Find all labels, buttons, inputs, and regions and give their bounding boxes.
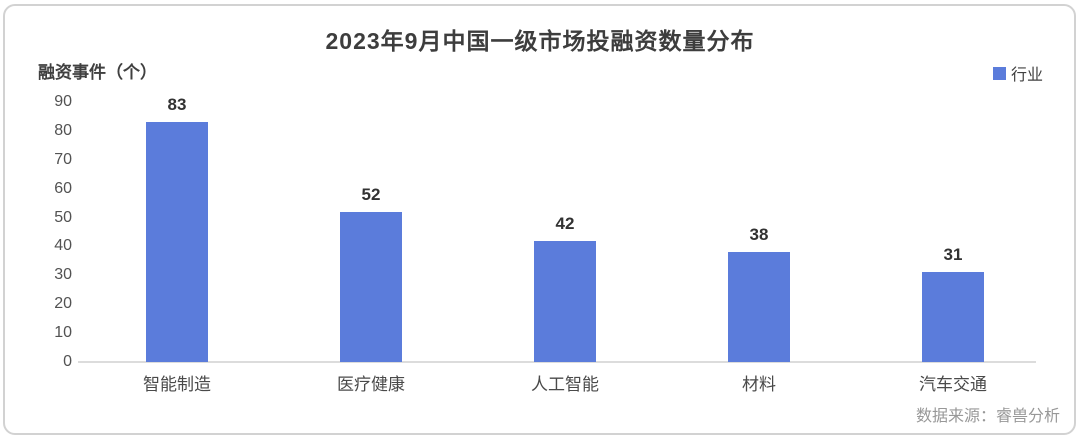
x-axis-line xyxy=(78,361,1036,363)
data-source: 数据来源：睿兽分析 xyxy=(915,408,1060,425)
y-axis-tick-label: 30 xyxy=(54,266,72,284)
y-axis-tick-label: 90 xyxy=(54,93,72,110)
bar-value-label: 42 xyxy=(555,213,575,233)
x-axis-category-label: 材料 xyxy=(742,375,776,394)
bar-材料 xyxy=(728,252,790,362)
x-axis-category-label: 人工智能 xyxy=(531,375,599,394)
x-axis-category-label: 医疗健康 xyxy=(337,375,405,394)
y-axis-tick-label: 80 xyxy=(54,121,72,139)
legend-label: 行业 xyxy=(1011,67,1044,84)
y-axis-tick-label: 10 xyxy=(54,324,72,342)
x-axis-category-label: 汽车交通 xyxy=(919,375,987,394)
x-axis-category-label: 智能制造 xyxy=(143,375,211,394)
bar-智能制造 xyxy=(146,122,208,362)
bar-医疗健康 xyxy=(340,211,402,362)
bar-value-label: 38 xyxy=(749,225,769,245)
chart-title: 2023年9月中国一级市场投融资数量分布 xyxy=(325,28,755,54)
bar-value-label: 31 xyxy=(943,245,963,265)
y-axis-tick-label: 70 xyxy=(54,150,72,168)
bar-value-label: 83 xyxy=(167,95,187,115)
legend: 行业 xyxy=(993,61,1043,85)
y-axis-unit-label: 融资事件（个） xyxy=(38,63,157,82)
bar-汽车交通 xyxy=(922,272,984,362)
y-axis-tick-label: 60 xyxy=(54,179,72,197)
y-axis-tick-label: 0 xyxy=(63,353,72,370)
bar-value-label: 52 xyxy=(361,184,381,204)
bar-人工智能 xyxy=(534,240,596,362)
y-axis-tick-label: 50 xyxy=(54,208,72,226)
y-axis-tick-label: 40 xyxy=(54,237,72,255)
y-axis-tick-label: 20 xyxy=(54,295,72,313)
legend-swatch-icon xyxy=(993,66,1006,80)
